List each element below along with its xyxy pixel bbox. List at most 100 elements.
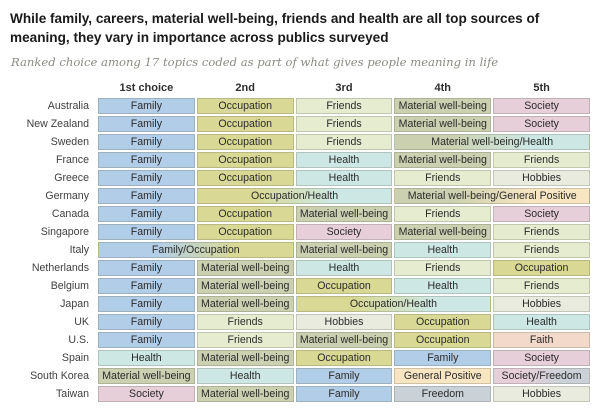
- table-row: Greece Family Occupation Health Friends Hobbi…: [10, 169, 590, 186]
- rank-cell: Society: [493, 97, 590, 114]
- rank-cell: Friends: [295, 97, 393, 114]
- table-row: Australia Family Occupation Friends Material…: [10, 97, 590, 114]
- rank-cell: Family: [98, 169, 195, 186]
- rank-cell: Family: [98, 223, 195, 240]
- rank-cell: Health: [295, 259, 393, 276]
- rank-cell: Material well-being: [295, 331, 393, 348]
- country-label: Japan: [60, 297, 89, 310]
- rank-cell: Family: [98, 115, 195, 132]
- page-subtitle: Ranked choice among 17 topics coded as p…: [11, 54, 499, 69]
- rank-cell: Material well-being: [196, 349, 294, 366]
- rank-cell: Occupation: [196, 97, 294, 114]
- rank-cell: Friends: [394, 205, 492, 222]
- header-corner-spacer: [10, 82, 96, 94]
- country-label: UK: [74, 315, 89, 328]
- column-header-2: 2nd: [235, 81, 255, 94]
- country-label: Germany: [45, 189, 89, 202]
- rank-cell: Family/Occupation: [98, 241, 294, 258]
- rank-cell: Friends: [196, 331, 294, 348]
- country-label: Netherlands: [31, 261, 89, 274]
- rank-cell: Material well-being: [295, 241, 393, 258]
- rank-cell: Occupation: [295, 277, 393, 294]
- rank-cell: Hobbies: [493, 385, 590, 402]
- rank-cell: Faith: [493, 331, 590, 348]
- rank-cell: Health: [98, 349, 195, 366]
- rank-cell: Family: [394, 349, 492, 366]
- rank-cell: Material well-being: [295, 205, 393, 222]
- rank-cell: Friends: [394, 169, 492, 186]
- rank-cell: Occupation: [394, 331, 492, 348]
- table-row: Italy Family/Occupation Material well-bein…: [10, 241, 590, 258]
- rank-cell: Family: [98, 259, 195, 276]
- rank-cell: Family: [98, 97, 195, 114]
- rank-cell: Society: [98, 385, 195, 402]
- rank-cell: Occupation: [196, 169, 294, 186]
- rank-cell: Friends: [493, 223, 590, 240]
- rank-cell: Family: [98, 313, 195, 330]
- rank-cell: Friends: [295, 115, 393, 132]
- country-label: Sweden: [50, 135, 89, 148]
- rank-cell: Family: [295, 367, 393, 384]
- table-row: Belgium Family Material well-being Occupati…: [10, 277, 590, 294]
- rank-cell: Material well-being/Health: [394, 133, 590, 150]
- table-row: France Family Occupation Health Material wel…: [10, 151, 590, 168]
- column-header-4: 4th: [434, 81, 452, 94]
- rank-cell: Friends: [394, 259, 492, 276]
- table-row: Singapore Family Occupation Society Material…: [10, 223, 590, 240]
- country-label: Belgium: [50, 279, 89, 292]
- ranking-table: 1st choice 2nd 3rd 4th 5th Australia Family Oc…: [10, 82, 590, 402]
- rank-cell: Hobbies: [493, 295, 590, 312]
- rank-cell: Occupation: [295, 349, 393, 366]
- rank-cell: Material well-being: [394, 223, 492, 240]
- rank-cell: Family: [98, 277, 195, 294]
- rank-cell: Family: [98, 295, 195, 312]
- rank-cell: Family: [98, 151, 195, 168]
- rank-cell: Material well-being: [394, 97, 492, 114]
- rank-cell: Friends: [295, 133, 393, 150]
- rank-cell: Family: [98, 187, 195, 204]
- rank-cell: Occupation: [493, 259, 590, 276]
- ranking-table-body: Australia Family Occupation Friends Material…: [10, 97, 590, 402]
- country-label: Singapore: [40, 225, 89, 238]
- country-label: Australia: [47, 99, 89, 112]
- rank-cell: Family: [98, 331, 195, 348]
- rank-cell: Occupation: [196, 115, 294, 132]
- rank-cell: Friends: [196, 313, 294, 330]
- column-header-1: 1st choice: [119, 81, 174, 94]
- table-row: South Korea Material well-being Health Fami…: [10, 367, 590, 384]
- country-label: U.S.: [68, 333, 89, 346]
- table-row: New Zealand Family Occupation Friends Materi…: [10, 115, 590, 132]
- rank-cell: Hobbies: [493, 169, 590, 186]
- page-title: While family, careers, material well-bei…: [10, 11, 540, 46]
- country-label: Greece: [54, 171, 89, 184]
- rank-cell: Occupation/Health: [196, 187, 393, 204]
- rank-cell: Freedom: [394, 385, 492, 402]
- table-row: Taiwan Society Material well-being Family Fr…: [10, 385, 590, 402]
- table-row: Netherlands Family Material well-being Heal…: [10, 259, 590, 276]
- country-label: Italy: [69, 243, 89, 256]
- rank-cell: Health: [394, 277, 492, 294]
- rank-cell: Society: [493, 349, 590, 366]
- rank-cell: Occupation: [196, 133, 294, 150]
- rank-cell: Occupation: [394, 313, 492, 330]
- rank-cell: Friends: [493, 151, 590, 168]
- rank-cell: Material well-being: [394, 151, 492, 168]
- table-row: Japan Family Material well-being Occupation…: [10, 295, 590, 312]
- rank-cell: Society: [493, 205, 590, 222]
- country-label: Spain: [61, 351, 89, 364]
- country-label: New Zealand: [26, 117, 89, 130]
- rank-cell: Health: [394, 241, 492, 258]
- rank-cell: Material well-being: [196, 385, 294, 402]
- rank-cell: Family: [98, 205, 195, 222]
- table-row: Germany Family Occupation/Health Material w…: [10, 187, 590, 204]
- ranking-table-header-row: 1st choice 2nd 3rd 4th 5th: [10, 82, 590, 94]
- rank-cell: Occupation/Health: [295, 295, 492, 312]
- rank-cell: Family: [98, 133, 195, 150]
- rank-cell: Society/Freedom: [493, 367, 590, 384]
- rank-cell: Hobbies: [295, 313, 393, 330]
- rank-cell: Material well-being: [394, 115, 492, 132]
- rank-cell: Health: [493, 313, 590, 330]
- rank-cell: General Positive: [394, 367, 492, 384]
- rank-cell: Health: [295, 169, 393, 186]
